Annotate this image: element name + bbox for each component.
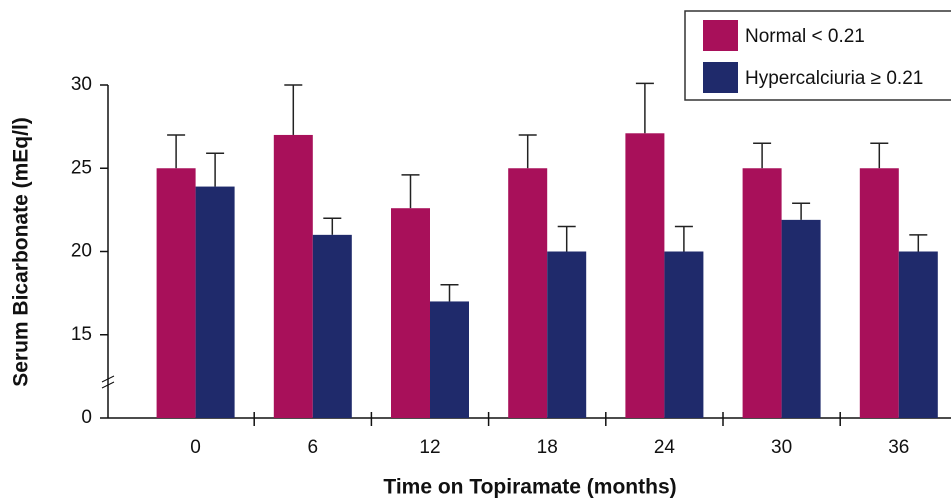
y-tick-label: 0 [81,407,92,428]
y-tick-label: 20 [71,241,92,262]
legend-label: Hypercalciuria ≥ 0.21 [745,68,923,89]
x-tick-label: 12 [419,437,440,458]
bar [859,168,899,418]
bar [391,208,430,418]
bar [430,301,469,418]
axis-break [101,375,115,389]
y-tick-label: 25 [71,157,92,178]
x-tick-label: 30 [771,437,792,458]
bar [312,234,352,418]
bar [195,186,235,418]
bar [625,133,665,418]
bar [898,251,938,418]
x-tick-label: 36 [888,437,909,458]
bar [781,219,821,418]
legend-swatch [703,62,738,93]
bar [156,168,196,418]
x-tick-label: 18 [537,437,558,458]
legend-swatch [703,20,738,51]
x-tick-label: 6 [308,437,319,458]
bar [742,168,782,418]
x-tick-label: 24 [654,437,676,458]
legend-label: Normal < 0.21 [745,26,865,47]
x-tick-label: 0 [190,437,201,458]
x-axis-title: Time on Topiramate (months) [383,476,676,499]
bar [508,168,548,418]
bar [664,251,704,418]
bar [547,251,587,418]
y-tick-label: 30 [71,74,92,95]
bar [273,134,313,418]
y-axis-title: Serum Bicarbonate (mEq/l) [10,117,33,387]
y-tick-label: 15 [71,324,92,345]
